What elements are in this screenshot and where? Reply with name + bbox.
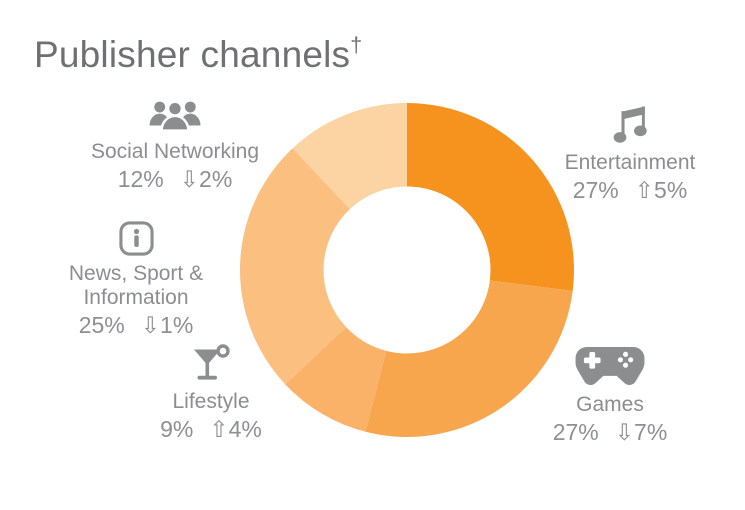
segment-change: ⇧5% [634, 176, 688, 203]
dagger-footnote-mark: † [350, 32, 363, 57]
cocktail-icon [136, 344, 286, 384]
legend-lifestyle: Lifestyle 9% ⇧4% [136, 344, 286, 444]
segment-label: Games [576, 393, 644, 416]
segment-value: 27% [572, 176, 619, 203]
legend-social-networking: Social Networking 12% ⇩2% [75, 100, 275, 194]
info-icon [61, 221, 211, 256]
page-title: Publisher channels† [34, 32, 363, 75]
segment-change: ⇩1% [140, 311, 194, 338]
segment-change: ⇧4% [209, 415, 262, 442]
donut-chart [239, 103, 574, 437]
donut-segment-games [365, 280, 573, 437]
people-icon [75, 100, 275, 134]
segment-change: ⇩7% [614, 418, 668, 445]
segment-stats: 12% ⇩2% [75, 166, 275, 194]
donut-segment-social-networking [292, 103, 407, 210]
donut-segment-lifestyle [285, 327, 387, 432]
gamepad-icon [526, 347, 694, 387]
legend-news-sport-information: News, Sport & Information 25% ⇩1% [61, 221, 211, 339]
segment-value: 27% [552, 418, 599, 445]
donut-segment-news-sport-information [239, 148, 350, 385]
segment-value: 9% [160, 415, 194, 442]
segment-label: Lifestyle [172, 390, 250, 413]
page-title-text: Publisher channels [34, 34, 351, 75]
music-notes-icon [545, 106, 715, 145]
segment-label: Entertainment [564, 151, 696, 174]
segment-label: Social Networking [90, 140, 260, 163]
segment-value: 12% [117, 165, 164, 192]
segment-stats: 9% ⇧4% [136, 416, 286, 444]
segment-stats: 27% ⇧5% [545, 177, 715, 205]
segment-stats: 25% ⇩1% [61, 312, 211, 340]
segment-label: News, Sport & Information [68, 262, 204, 309]
legend-entertainment: Entertainment 27% ⇧5% [545, 106, 715, 205]
segment-change: ⇩2% [179, 165, 233, 192]
segment-value: 25% [78, 311, 125, 338]
segment-stats: 27% ⇩7% [526, 419, 694, 447]
legend-games: Games 27% ⇩7% [526, 347, 694, 447]
donut-segment-entertainment [407, 103, 574, 291]
